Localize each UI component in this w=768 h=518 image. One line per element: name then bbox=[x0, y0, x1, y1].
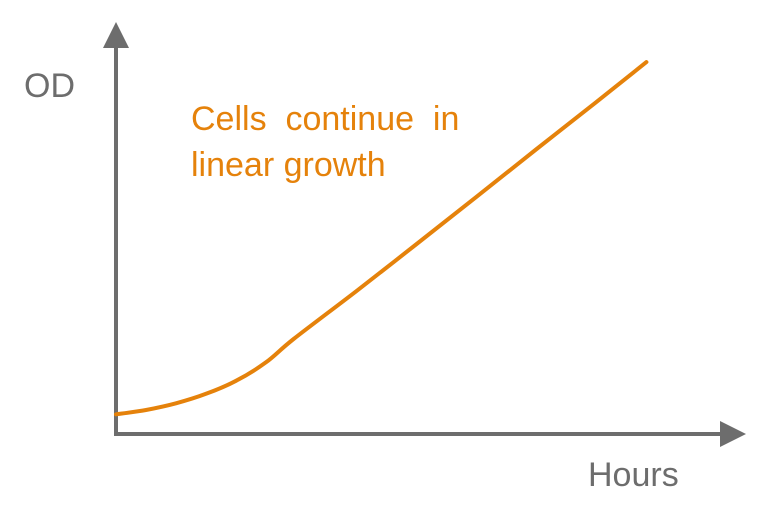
annotation-line-2: linear growth bbox=[191, 146, 386, 184]
annotation-line-1: Cells continue in bbox=[191, 100, 459, 138]
y-axis-arrowhead bbox=[103, 22, 129, 48]
x-axis-arrowhead bbox=[720, 421, 746, 447]
x-axis-label: Hours bbox=[588, 456, 679, 494]
growth-curve bbox=[114, 60, 649, 417]
y-axis-label: OD bbox=[24, 67, 75, 105]
